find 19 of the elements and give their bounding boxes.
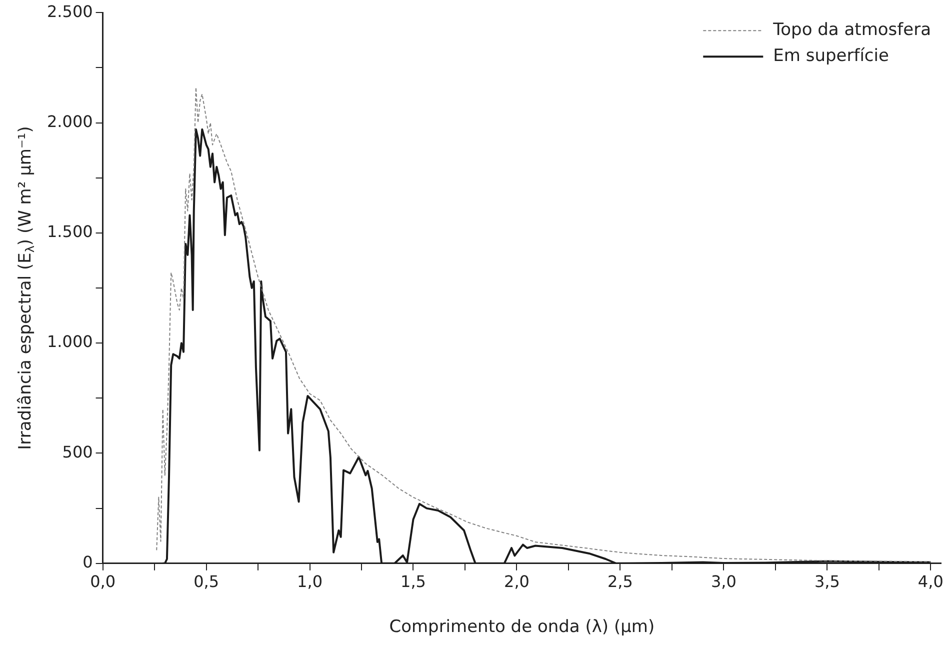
- y-tick-label: 2.500: [46, 2, 93, 21]
- x-tick-label: 0,5: [194, 572, 220, 592]
- y-tick-label: 1.000: [46, 332, 93, 352]
- y-tick-label: 2.000: [46, 112, 93, 131]
- x-tick-label: 1,5: [400, 572, 426, 592]
- y-tick-label: 500: [62, 442, 93, 462]
- y-tick-label: 0: [82, 552, 93, 572]
- x-axis-title: Comprimento de onda (λ) (µm): [389, 617, 655, 638]
- x-tick-label: 2,0: [504, 572, 530, 592]
- y-axis-title: Irradiância espectral (Eλ) (W m² µm⁻¹): [15, 126, 38, 450]
- legend-label: Em superfície: [773, 46, 889, 66]
- x-tick-label: 3,0: [710, 572, 736, 592]
- legend-label: Topo da atmosfera: [772, 20, 932, 40]
- y-tick-label: 1.500: [46, 222, 93, 242]
- x-tick-label: 1,0: [297, 572, 322, 592]
- x-tick-label: 0,0: [90, 572, 116, 592]
- x-tick-label: 4,0: [918, 572, 944, 592]
- x-tick-label: 2,5: [607, 572, 633, 592]
- x-tick-label: 3,5: [814, 572, 840, 592]
